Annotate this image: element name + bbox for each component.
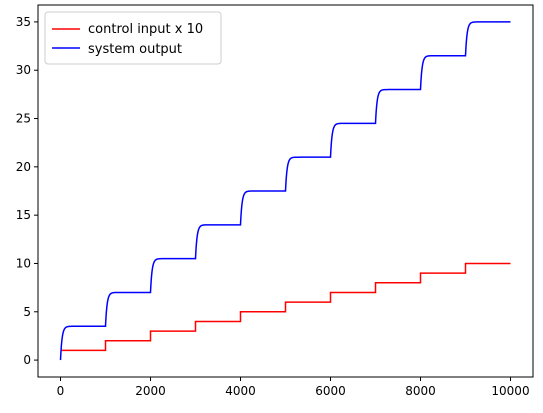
y-tick-label: 35: [16, 15, 31, 29]
legend: control input x 10 system output: [44, 11, 222, 65]
x-axis-ticks: 0 2000 4000 6000 8000 10000: [57, 377, 530, 398]
y-tick-label: 25: [16, 112, 31, 126]
series-line-system-output: [59, 21, 511, 361]
series-line-control-input: [60, 262, 511, 352]
x-tick-label: 6000: [315, 384, 346, 398]
y-tick-label: 10: [16, 256, 31, 270]
y-tick-label: 0: [23, 353, 31, 367]
plot-area: [37, 4, 534, 378]
legend-label-control-input: control input x 10: [88, 22, 203, 37]
y-axis-ticks: 0 5 10 15 20 25 30 35: [16, 15, 38, 367]
x-tick-label: 10000: [491, 384, 529, 398]
legend-label-system-output: system output: [88, 42, 182, 57]
x-tick-label: 8000: [405, 384, 436, 398]
x-tick-label: 2000: [135, 384, 166, 398]
y-tick-label: 30: [16, 63, 31, 77]
y-tick-label: 5: [23, 305, 31, 319]
y-tick-label: 20: [16, 160, 31, 174]
legend-box: [44, 11, 222, 65]
x-tick-label: 4000: [225, 384, 256, 398]
y-tick-label: 15: [16, 208, 31, 222]
series-layer: [59, 21, 511, 361]
x-tick-label: 0: [57, 384, 65, 398]
